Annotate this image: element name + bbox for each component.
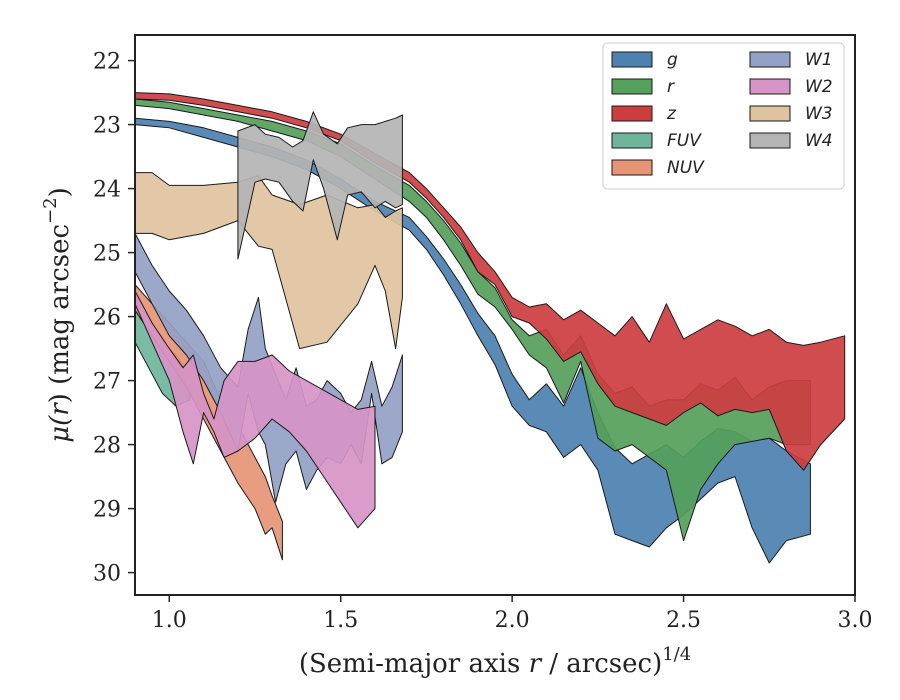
y-tick-label: 24 <box>93 178 121 203</box>
legend: grz FUV NUV W1 W2 W3 W4 <box>602 42 845 190</box>
legend-swatch-g <box>611 51 653 68</box>
band-w4 <box>237 111 403 260</box>
legend-label-w4: W4 <box>805 131 833 151</box>
x-tick-label: 2.5 <box>666 608 701 633</box>
legend-label-w2: W2 <box>805 77 833 97</box>
x-axis-label-exponent: 1/4 <box>662 644 691 665</box>
y-tick-label: 23 <box>93 114 121 139</box>
legend-swatch-z <box>611 105 653 122</box>
legend-label-fuv: FUV <box>667 131 702 151</box>
bands-layer <box>135 92 846 564</box>
y-tick-label: 26 <box>93 306 121 331</box>
y-axis-label-main: μ( <box>45 415 75 443</box>
legend-label-r: r <box>667 77 675 97</box>
y-axis-ticks: 22 23 24 25 26 27 28 29 30 <box>93 50 135 587</box>
band-g <box>135 117 811 564</box>
legend-label-g: g <box>667 50 678 70</box>
y-tick-label: 29 <box>93 498 121 523</box>
y-tick-label: 27 <box>93 370 121 395</box>
legend-label-z: z <box>666 104 677 124</box>
legend-swatch-fuv <box>611 132 653 149</box>
x-axis-label: (Semi-major axis r / arcsec)1/4 <box>299 644 691 679</box>
x-tick-label: 1.0 <box>152 608 187 633</box>
y-axis-label: μ(r) (mag arcsec−2) <box>40 187 75 443</box>
y-axis-label-var: r <box>45 402 75 416</box>
legend-label-w3: W3 <box>805 104 833 124</box>
x-axis-label-var: r <box>529 649 543 679</box>
y-tick-label: 28 <box>93 434 121 459</box>
legend-swatch-w1 <box>749 51 791 68</box>
legend-swatch-w3 <box>749 105 791 122</box>
legend-label-w1: W1 <box>805 50 833 70</box>
y-tick-label: 25 <box>93 242 121 267</box>
y-axis-label-close: ) <box>45 187 75 197</box>
legend-swatch-nuv <box>611 159 653 176</box>
x-axis-label-rest: / arcsec) <box>541 649 662 679</box>
legend-label-nuv: NUV <box>667 158 705 178</box>
legend-swatch-r <box>611 78 653 95</box>
y-tick-label: 30 <box>93 562 121 587</box>
legend-swatch-w2 <box>749 78 791 95</box>
y-tick-label: 22 <box>93 50 121 75</box>
x-tick-label: 1.5 <box>323 608 358 633</box>
x-axis-label-main: (Semi-major axis <box>299 649 529 679</box>
band-z <box>135 92 846 471</box>
x-tick-label: 2.0 <box>495 608 530 633</box>
plot-frame <box>134 34 856 596</box>
x-axis-ticks: 1.0 1.5 2.0 2.5 3.0 <box>152 595 873 633</box>
x-tick-label: 3.0 <box>838 608 873 633</box>
legend-swatch-w4 <box>749 132 791 149</box>
y-axis-label-exponent: −2 <box>40 197 61 224</box>
y-axis-label-rest: ) (mag arcsec <box>45 224 75 403</box>
band-w2 <box>135 290 376 529</box>
